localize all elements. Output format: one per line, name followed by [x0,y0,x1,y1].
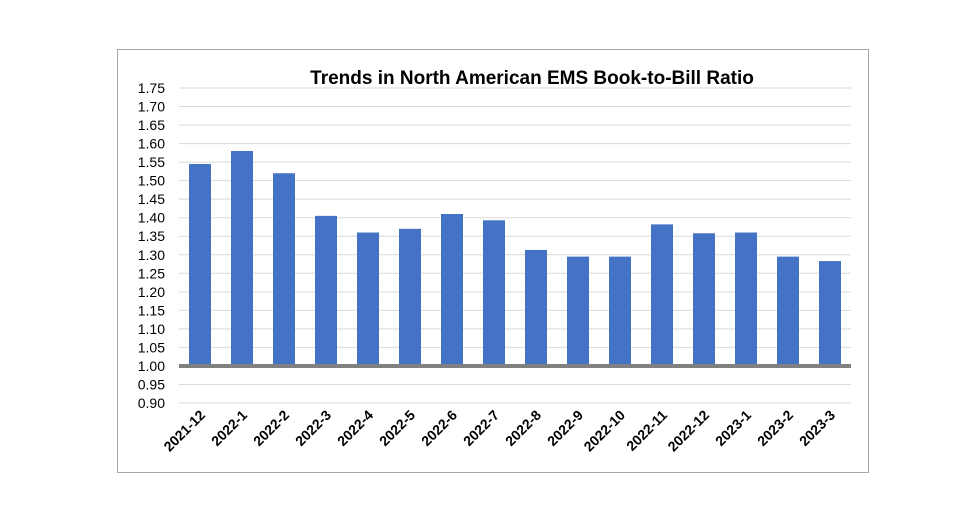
bar-2022-2 [273,173,295,366]
chart-frame: Trends in North American EMS Book-to-Bil… [117,49,869,473]
y-tick-label: 1.25 [138,265,165,281]
x-tick-label: 2022-11 [623,407,670,454]
y-tick-label: 1.15 [138,302,165,318]
y-tick-label: 1.65 [138,117,165,133]
x-tick-label: 2022-1 [208,407,250,449]
bar-2022-7 [483,220,505,366]
bar-2022-3 [315,215,337,366]
y-tick-label: 1.30 [138,247,165,263]
y-tick-label: 1.35 [138,228,165,244]
x-tick-label: 2022-5 [376,407,418,449]
x-axis: 2021-12 2022-1 2022-2 2022-3 2022-4 2022-5 202… [160,407,838,455]
y-tick-label: 1.00 [138,358,165,374]
y-axis: 0.90 0.95 1.00 1.05 1.10 1.15 1.20 1.25 1.30 1.35… [138,80,165,411]
chart-title: Trends in North American EMS Book-to-Bil… [310,68,754,89]
bar-2022-12 [693,233,715,366]
x-tick-label: 2023-3 [796,407,838,449]
y-tick-label: 1.55 [138,154,165,170]
bar-2022-5 [399,228,421,366]
y-tick-label: 1.05 [138,339,165,355]
x-tick-label: 2022-8 [502,407,544,449]
x-tick-label: 2022-7 [460,407,502,449]
bar-2022-8 [525,249,547,366]
x-tick-label: 2022-4 [334,407,376,449]
y-tick-label: 1.20 [138,284,165,300]
bars [189,151,841,366]
bar-2022-4 [357,232,379,366]
bar-2023-3 [819,261,841,366]
x-tick-label: 2021-12 [160,407,208,455]
y-tick-label: 0.90 [138,395,165,411]
x-tick-label: 2023-2 [754,407,796,449]
y-tick-label: 1.45 [138,191,165,207]
y-tick-label: 1.70 [138,99,165,115]
y-tick-label: 1.75 [138,80,165,96]
y-tick-label: 1.10 [138,321,165,337]
bar-2023-1 [735,232,757,366]
bar-2022-6 [441,214,463,366]
x-tick-label: 2022-10 [580,407,628,455]
y-tick-label: 1.60 [138,136,165,152]
x-tick-label: 2022-6 [418,407,460,449]
bar-chart: Trends in North American EMS Book-to-Bil… [138,68,851,455]
bar-2022-10 [609,256,631,366]
bar-2022-11 [651,224,673,366]
y-tick-label: 0.95 [138,376,165,392]
bar-2022-1 [231,151,253,366]
x-tick-label: 2022-12 [664,407,712,455]
x-tick-label: 2022-2 [250,407,292,449]
y-tick-label: 1.40 [138,210,165,226]
bar-2022-9 [567,256,589,366]
x-tick-label: 2022-3 [292,407,334,449]
bar-2021-12 [189,163,211,366]
y-tick-label: 1.50 [138,173,165,189]
x-tick-label: 2023-1 [712,407,754,449]
bar-2023-2 [777,256,799,366]
